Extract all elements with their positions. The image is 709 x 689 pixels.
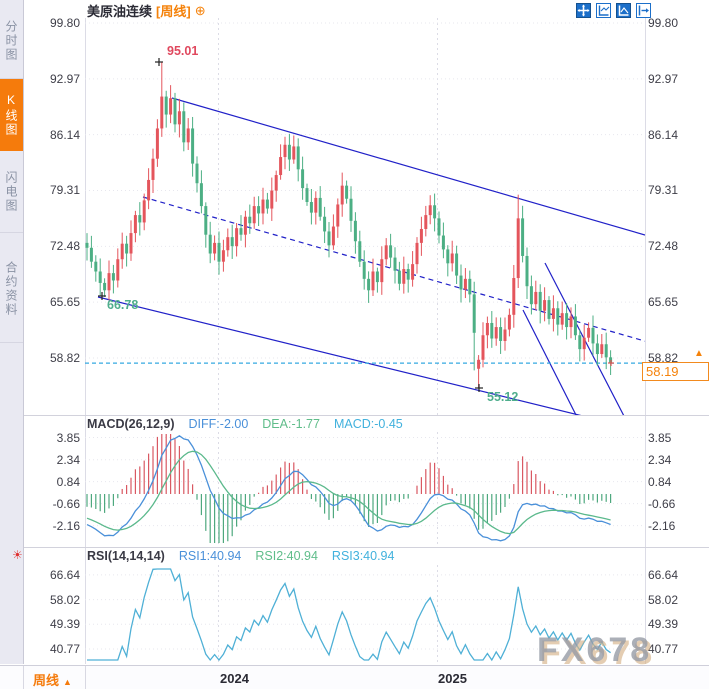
sidebar-item-lightning-chart[interactable]: 闪电图 (0, 152, 23, 233)
rsi-divider[interactable] (23, 547, 709, 548)
axis-tick-label: 92.97 (49, 72, 80, 86)
axis-tick-label: 58.02 (49, 593, 80, 607)
axis-tick-label: 92.97 (648, 72, 679, 86)
axis-tick-label: 58.82 (49, 351, 80, 365)
sidebar: 分时图 K线图 闪电图 合约资料 (0, 0, 24, 664)
axis-tick-label: 72.48 (49, 239, 80, 253)
sidebar-item-contract-info[interactable]: 合约资料 (0, 236, 23, 343)
plot-left-border (85, 18, 86, 664)
axis-tick-label: 66.64 (49, 568, 80, 582)
sidebar-item-label: 合约资料 (4, 261, 18, 317)
sidebar-item-label: 分时图 (4, 20, 18, 62)
timeframe-badge: [周线] (156, 3, 191, 19)
rsi1-value: RSI1:40.94 (178, 549, 242, 563)
axis-tick-label: 3.85 (648, 431, 672, 445)
axis-tick-label: 66.64 (648, 568, 679, 582)
svg-text:95.01: 95.01 (167, 44, 198, 58)
chart-title-row: 美原油连续 [周线] ⊕ (87, 2, 206, 19)
rsi-indicator-chart[interactable] (85, 565, 645, 662)
rsi-header: RSI(14,14,14) RSI1:40.94 RSI2:40.94 RSI3… (87, 549, 394, 563)
fit-chart-icon[interactable] (596, 3, 611, 18)
macd-name: MACD(26,12,9) (87, 417, 175, 431)
sidebar-item-label: 闪电图 (4, 171, 18, 213)
macd-hist-value: MACD:-0.45 (333, 417, 403, 431)
axis-tick-label: 99.80 (49, 16, 80, 30)
axis-tick-label: -2.16 (52, 519, 80, 533)
axis-tick-label: 86.14 (49, 128, 80, 142)
rsi2-value: RSI2:40.94 (255, 549, 318, 563)
indicator-settings-icon[interactable]: ☀ (12, 548, 23, 562)
axis-tick-label: 58.02 (648, 593, 679, 607)
macd-dea-value: DEA:-1.77 (262, 417, 320, 431)
rsi3-value: RSI3:40.94 (331, 549, 395, 563)
axis-tick-label: 3.85 (56, 431, 80, 445)
macd-indicator-chart[interactable] (85, 432, 645, 545)
sidebar-item-label: K线图 (4, 93, 18, 137)
add-indicator-icon[interactable]: ⊕ (194, 2, 206, 18)
footer-separator (23, 666, 24, 689)
svg-text:55.12: 55.12 (487, 390, 518, 404)
axis-tick-label: 99.80 (648, 16, 679, 30)
instrument-name: 美原油连续 (87, 3, 153, 19)
current-price-badge: 58.19 (642, 362, 709, 381)
footer-separator (85, 666, 86, 689)
axis-scale-icon[interactable] (616, 3, 631, 18)
axis-tick-label: 49.39 (648, 617, 679, 631)
axis-tick-label: 65.65 (49, 295, 80, 309)
timeframe-label: 周线 (33, 673, 60, 688)
axis-tick-label: 2.34 (56, 453, 80, 467)
axis-tick-label: -0.66 (648, 497, 676, 511)
axis-tick-label: 79.31 (648, 183, 679, 197)
timeframe-selector[interactable]: 周线 ▲ (33, 670, 72, 689)
axis-tick-label: 49.39 (49, 617, 80, 631)
pan-right-icon[interactable] (636, 3, 651, 18)
axis-tick-label: 58.82 (648, 351, 679, 365)
year-label-2025: 2025 (438, 671, 467, 686)
chart-toolbar (576, 3, 651, 18)
axis-tick-label: -2.16 (648, 519, 676, 533)
macd-diff-value: DIFF:-2.00 (188, 417, 249, 431)
axis-tick-label: 79.31 (49, 183, 80, 197)
crosshair-move-icon[interactable] (576, 3, 591, 18)
macd-header: MACD(26,12,9) DIFF:-2.00 DEA:-1.77 MACD:… (87, 417, 403, 431)
price-up-arrow-icon: ▲ (694, 348, 704, 359)
year-label-2024: 2024 (220, 671, 249, 686)
axis-tick-label: 65.65 (648, 295, 679, 309)
rsi-name: RSI(14,14,14) (87, 549, 165, 563)
sidebar-item-kline-chart[interactable]: K线图 (0, 79, 23, 151)
macd-divider[interactable] (23, 415, 709, 416)
axis-tick-label: 40.77 (49, 642, 80, 656)
axis-tick-label: 86.14 (648, 128, 679, 142)
axis-tick-label: 0.84 (56, 475, 80, 489)
axis-tick-label: 40.77 (648, 642, 679, 656)
axis-tick-label: 2.34 (648, 453, 672, 467)
plot-right-border (645, 18, 646, 664)
axis-tick-label: 0.84 (648, 475, 672, 489)
chevron-up-icon: ▲ (63, 677, 72, 687)
svg-text:66.78: 66.78 (107, 298, 138, 312)
main-candlestick-chart[interactable]: 95.01 66.78 55.12 (85, 18, 645, 415)
axis-tick-label: -0.66 (52, 497, 80, 511)
x-axis-bar: 周线 ▲ 2024 2025 (0, 665, 709, 689)
axis-tick-label: 72.48 (648, 239, 679, 253)
sidebar-item-time-chart[interactable]: 分时图 (0, 4, 23, 79)
